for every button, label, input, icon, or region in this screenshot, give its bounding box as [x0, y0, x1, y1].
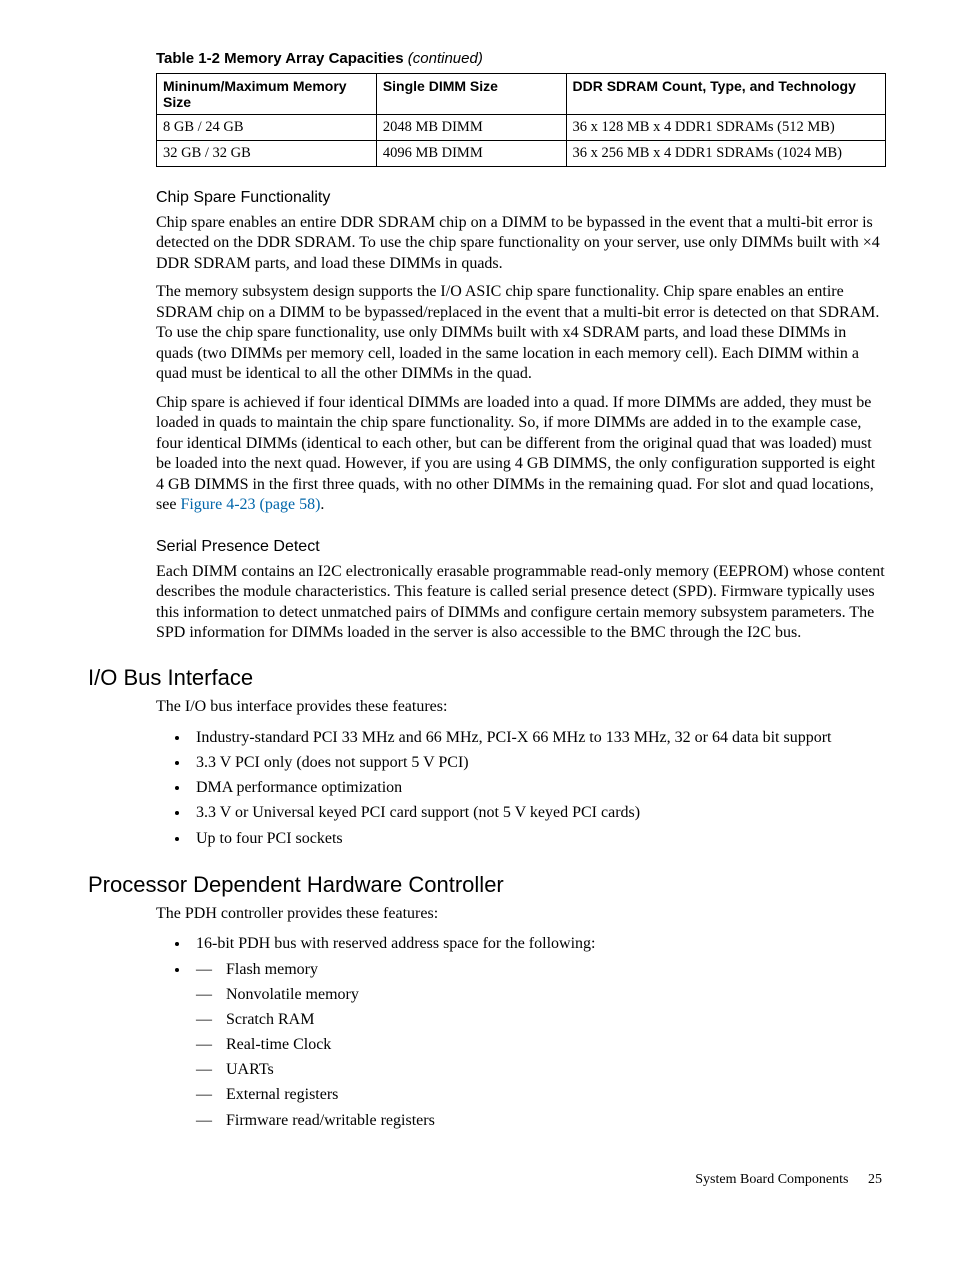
list-item-sublist: Flash memory Nonvolatile memory Scratch … [190, 958, 886, 1132]
list-item: Up to four PCI sockets [190, 827, 886, 850]
sub-item: Firmware read/writable registers [196, 1109, 886, 1132]
chip-spare-p3: Chip spare is achieved if four identical… [156, 393, 886, 516]
list-item: 16-bit PDH bus with reserved address spa… [190, 932, 886, 955]
th-single-dimm: Single DIMM Size [376, 74, 566, 115]
th-ddr-count: DDR SDRAM Count, Type, and Technology [566, 74, 886, 115]
spd-p1: Each DIMM contains an I2C electronically… [156, 562, 886, 644]
pdh-list: 16-bit PDH bus with reserved address spa… [156, 932, 886, 1132]
io-bus-intro: The I/O bus interface provides these fea… [156, 697, 886, 717]
sub-item: Scratch RAM [196, 1008, 886, 1031]
cell: 36 x 128 MB x 4 DDR1 SDRAMs (512 MB) [566, 115, 886, 141]
sub-item: Nonvolatile memory [196, 983, 886, 1006]
pdh-sublist: Flash memory Nonvolatile memory Scratch … [196, 958, 886, 1132]
list-item: Industry-standard PCI 33 MHz and 66 MHz,… [190, 726, 886, 749]
chip-spare-p3b: . [320, 496, 324, 513]
sub-item: External registers [196, 1083, 886, 1106]
table-caption-continued: (continued) [404, 50, 483, 67]
sub-item: Real-time Clock [196, 1033, 886, 1056]
table-row: 8 GB / 24 GB 2048 MB DIMM 36 x 128 MB x … [157, 115, 886, 141]
io-bus-heading: I/O Bus Interface [88, 665, 886, 691]
table-header-row: Mininum/Maximum Memory Size Single DIMM … [157, 74, 886, 115]
cell: 2048 MB DIMM [376, 115, 566, 141]
page: Table 1-2 Memory Array Capacities (conti… [0, 0, 954, 1228]
figure-link[interactable]: Figure 4-23 (page 58) [180, 496, 320, 513]
table-caption-title: Table 1-2 Memory Array Capacities [156, 50, 404, 67]
io-bus-list: Industry-standard PCI 33 MHz and 66 MHz,… [156, 726, 886, 850]
spd-heading: Serial Presence Detect [156, 538, 886, 556]
cell: 32 GB / 32 GB [157, 141, 377, 167]
list-item: 3.3 V or Universal keyed PCI card suppor… [190, 801, 886, 824]
table-body: 8 GB / 24 GB 2048 MB DIMM 36 x 128 MB x … [157, 115, 886, 167]
list-item: 3.3 V PCI only (does not support 5 V PCI… [190, 751, 886, 774]
chip-spare-p1: Chip spare enables an entire DDR SDRAM c… [156, 213, 886, 274]
page-footer: System Board Components 25 [88, 1172, 886, 1188]
chip-spare-p2: The memory subsystem design supports the… [156, 282, 886, 384]
sub-item: UARTs [196, 1058, 886, 1081]
table-caption: Table 1-2 Memory Array Capacities (conti… [156, 50, 886, 67]
list-item: DMA performance optimization [190, 776, 886, 799]
sub-item: Flash memory [196, 958, 886, 981]
cell: 4096 MB DIMM [376, 141, 566, 167]
memory-table: Mininum/Maximum Memory Size Single DIMM … [156, 73, 886, 167]
pdh-heading: Processor Dependent Hardware Controller [88, 872, 886, 898]
pdh-intro: The PDH controller provides these featur… [156, 904, 886, 924]
cell: 8 GB / 24 GB [157, 115, 377, 141]
cell: 36 x 256 MB x 4 DDR1 SDRAMs (1024 MB) [566, 141, 886, 167]
th-min-max: Mininum/Maximum Memory Size [157, 74, 377, 115]
table-row: 32 GB / 32 GB 4096 MB DIMM 36 x 256 MB x… [157, 141, 886, 167]
footer-section: System Board Components [695, 1172, 848, 1187]
footer-page-number: 25 [868, 1172, 882, 1187]
chip-spare-heading: Chip Spare Functionality [156, 189, 886, 207]
